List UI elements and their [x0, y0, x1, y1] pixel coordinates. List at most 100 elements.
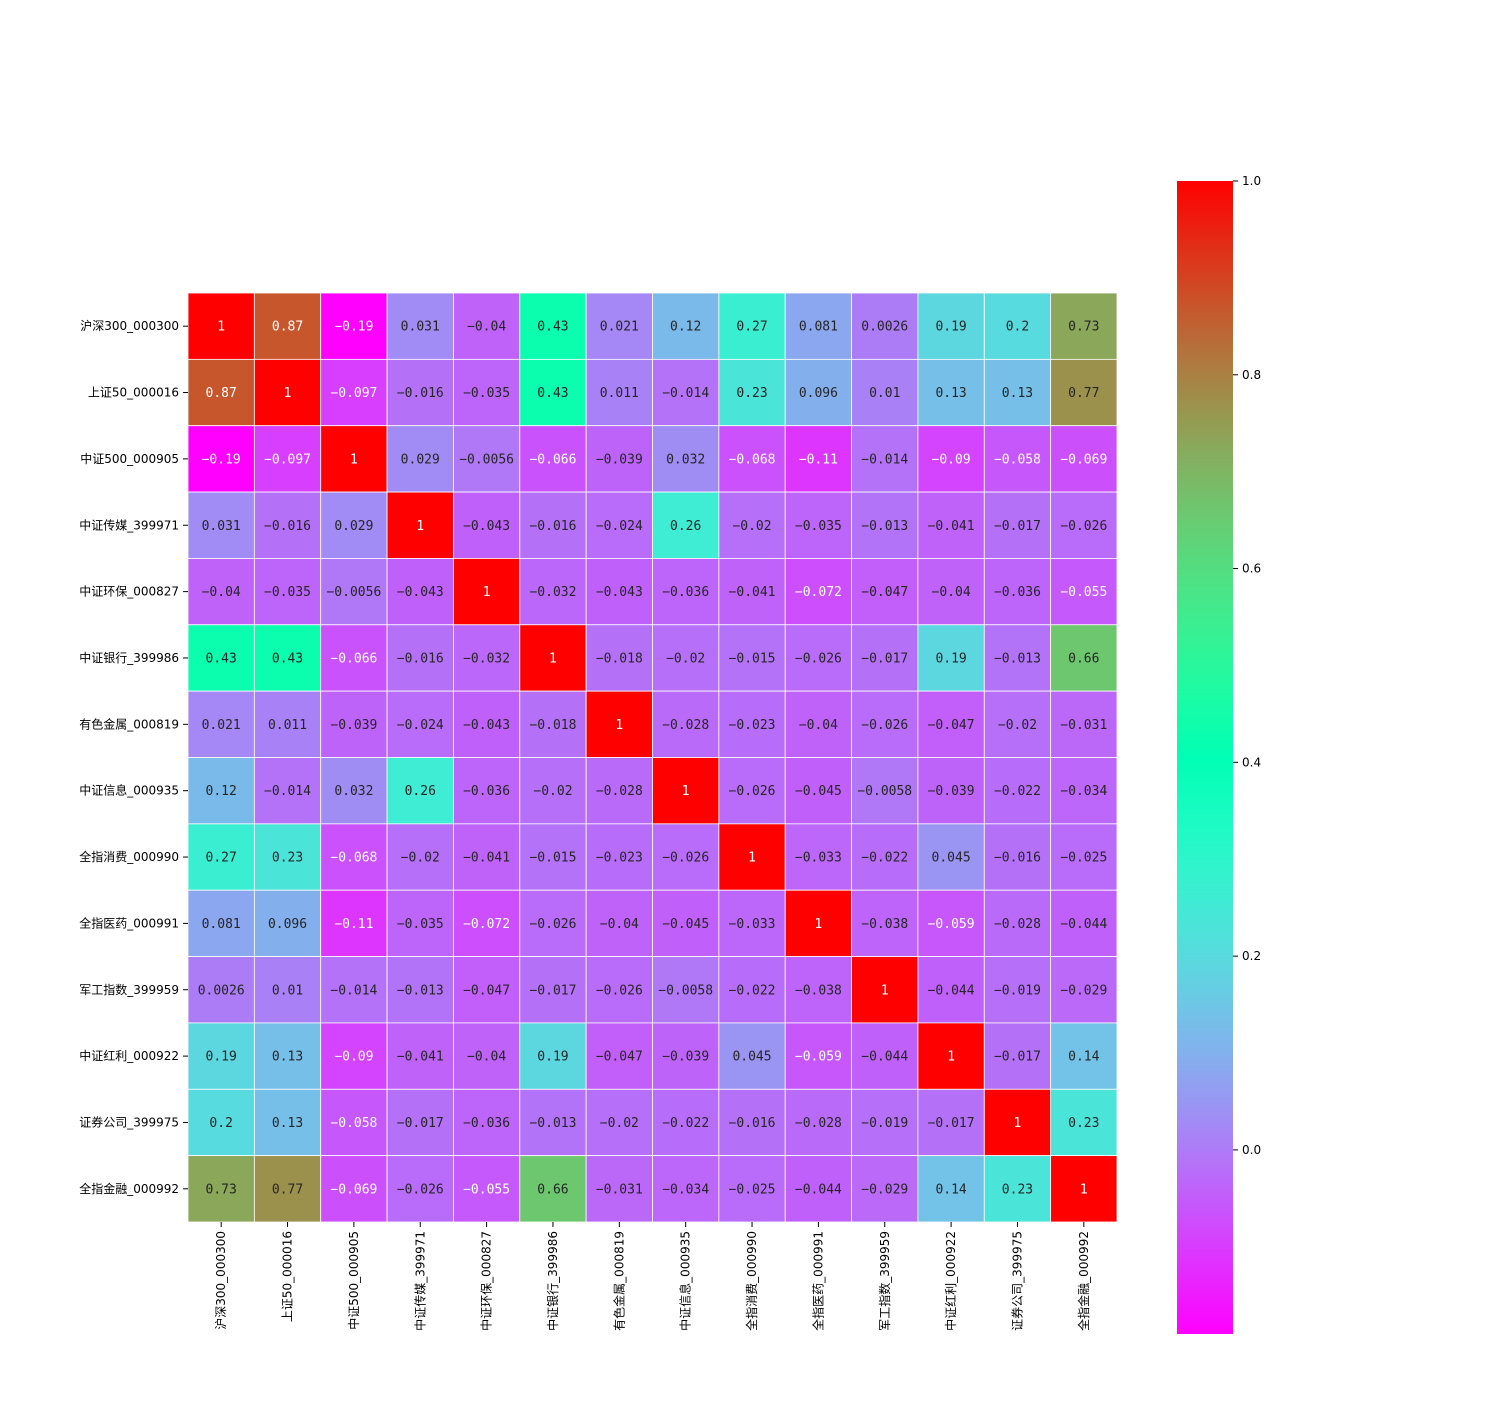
cell-value-label: −0.026	[596, 983, 643, 998]
cell-value-label: −0.045	[662, 917, 709, 932]
heatmap-cell	[1050, 690, 1118, 758]
cell-value-label: −0.02	[666, 651, 705, 666]
cell-value-label: −0.0056	[459, 452, 514, 467]
cell-value-label: −0.022	[662, 1116, 709, 1131]
x-axis-ticks: 沪深300_000300 上证50_000016 中证500_000905 中证传媒_…	[214, 1222, 1091, 1331]
heatmap-cell	[519, 1088, 587, 1157]
heatmap-cell	[718, 1022, 786, 1090]
cell-value-label: −0.017	[861, 651, 908, 666]
heatmap-cell	[519, 956, 587, 1024]
cell-value-label: −0.039	[662, 1050, 709, 1065]
cell-value-label: 0.19	[935, 651, 966, 666]
cell-value-label: −0.043	[463, 519, 510, 534]
colorbar-tick-label: 0.2	[1242, 949, 1261, 963]
cell-value-label: −0.044	[861, 1050, 908, 1065]
cell-value-label: −0.024	[596, 519, 643, 534]
colorbar: 0.0 0.2 0.4 0.6 0.8 1.0	[1177, 174, 1261, 1334]
heatmap-cell	[585, 1022, 653, 1090]
heatmap-cell	[585, 624, 653, 692]
heatmap-cell	[320, 956, 388, 1024]
cell-value-label: −0.043	[596, 585, 643, 600]
heatmap-cell	[519, 1022, 587, 1090]
cell-value-label: −0.025	[729, 1182, 776, 1197]
heatmap-cell	[453, 690, 521, 758]
cell-value-label: −0.038	[795, 983, 842, 998]
heatmap-cell	[386, 690, 454, 758]
cell-value-label: −0.041	[729, 585, 776, 600]
cell-value-label: 0.23	[736, 386, 767, 401]
cell-value-label: −0.043	[463, 718, 510, 733]
y-tick-label: 全指消费_000990	[79, 849, 179, 864]
x-tick-label: 全指医药_000991	[810, 1231, 825, 1331]
cell-value-label: 0.13	[1002, 386, 1033, 401]
heatmap-cell	[1050, 491, 1118, 559]
heatmap-cell	[386, 757, 454, 825]
cell-value-label: 0.045	[932, 851, 971, 866]
cell-value-label: 0.011	[268, 718, 307, 733]
heatmap-cell	[585, 690, 653, 758]
heatmap-cell	[784, 757, 852, 825]
cell-value-label: 0.13	[272, 1050, 303, 1065]
heatmap-cell	[519, 1155, 587, 1223]
cell-value-label: −0.017	[994, 1050, 1041, 1065]
heatmap-cell	[1050, 358, 1118, 427]
heatmap-cell	[917, 823, 985, 891]
heatmap-cell	[784, 823, 852, 891]
heatmap-cell	[983, 1155, 1052, 1223]
x-tick-label: 中证环保_000827	[479, 1231, 494, 1331]
heatmap-cell	[917, 1155, 985, 1223]
heatmap-cell	[519, 491, 587, 559]
cell-value-label: −0.017	[397, 1116, 444, 1131]
cell-value-label: 0.029	[334, 519, 373, 534]
heatmap-cell	[652, 491, 720, 559]
heatmap-cell	[652, 358, 720, 427]
heatmap-cell	[983, 690, 1052, 758]
cell-value-label: 0.27	[206, 851, 237, 866]
cell-value-label: 0.66	[1068, 651, 1099, 666]
cell-value-label: 0.096	[799, 386, 838, 401]
heatmap-cell	[917, 491, 985, 559]
cell-value-label: −0.019	[861, 1116, 908, 1131]
cell-value-label: 0.01	[869, 386, 900, 401]
heatmap-cell	[386, 491, 454, 559]
y-tick-label: 中证500_000905	[80, 451, 179, 466]
heatmap-cell	[519, 823, 587, 891]
cell-value-label: −0.016	[729, 1116, 776, 1131]
cell-value-label: −0.036	[463, 1116, 510, 1131]
heatmap-cell	[652, 1088, 720, 1157]
cell-value-label: −0.024	[397, 718, 444, 733]
cell-value-label: −0.017	[994, 519, 1041, 534]
heatmap-cell	[386, 1022, 454, 1090]
heatmap-cell	[320, 425, 388, 493]
cell-value-label: −0.025	[1060, 851, 1107, 866]
heatmap-cell	[320, 358, 388, 427]
cell-value-label: 0.045	[732, 1050, 771, 1065]
cell-value-label: 0.031	[401, 320, 440, 335]
cell-value-label: −0.014	[861, 452, 908, 467]
cell-value-label: 0.096	[268, 917, 307, 932]
cell-value-label: −0.028	[662, 718, 709, 733]
heatmap-cell-labels: 1 0.87 −0.19 0.031 −0.04 0.43 0.021 0.12 0.27 0.0…	[198, 320, 1108, 1198]
y-tick-label: 沪深300_000300	[80, 319, 179, 333]
cell-value-label: 0.031	[202, 519, 241, 534]
heatmap-cell	[453, 558, 521, 626]
colorbar-tick-label: 0.0	[1242, 1143, 1261, 1157]
heatmap-cell	[187, 956, 255, 1024]
y-tick-label: 证券公司_399975	[79, 1114, 179, 1129]
y-tick-label: 中证信息_000935	[79, 783, 179, 798]
cell-value-label: 1	[284, 386, 292, 401]
heatmap-cell	[187, 1155, 255, 1223]
heatmap-cell	[187, 292, 255, 360]
heatmap-cell	[983, 491, 1052, 559]
cell-value-label: −0.033	[795, 851, 842, 866]
cell-value-label: −0.0058	[857, 784, 912, 799]
heatmap-cell	[187, 425, 255, 493]
cell-value-label: 0.032	[666, 452, 705, 467]
heatmap-cell	[585, 425, 653, 493]
heatmap-cell	[253, 690, 322, 758]
heatmap-cell	[519, 889, 587, 957]
heatmap-cell	[652, 823, 720, 891]
cell-value-label: 0.87	[272, 320, 303, 335]
cell-value-label: 0.77	[272, 1182, 303, 1197]
cell-value-label: −0.09	[334, 1050, 373, 1065]
